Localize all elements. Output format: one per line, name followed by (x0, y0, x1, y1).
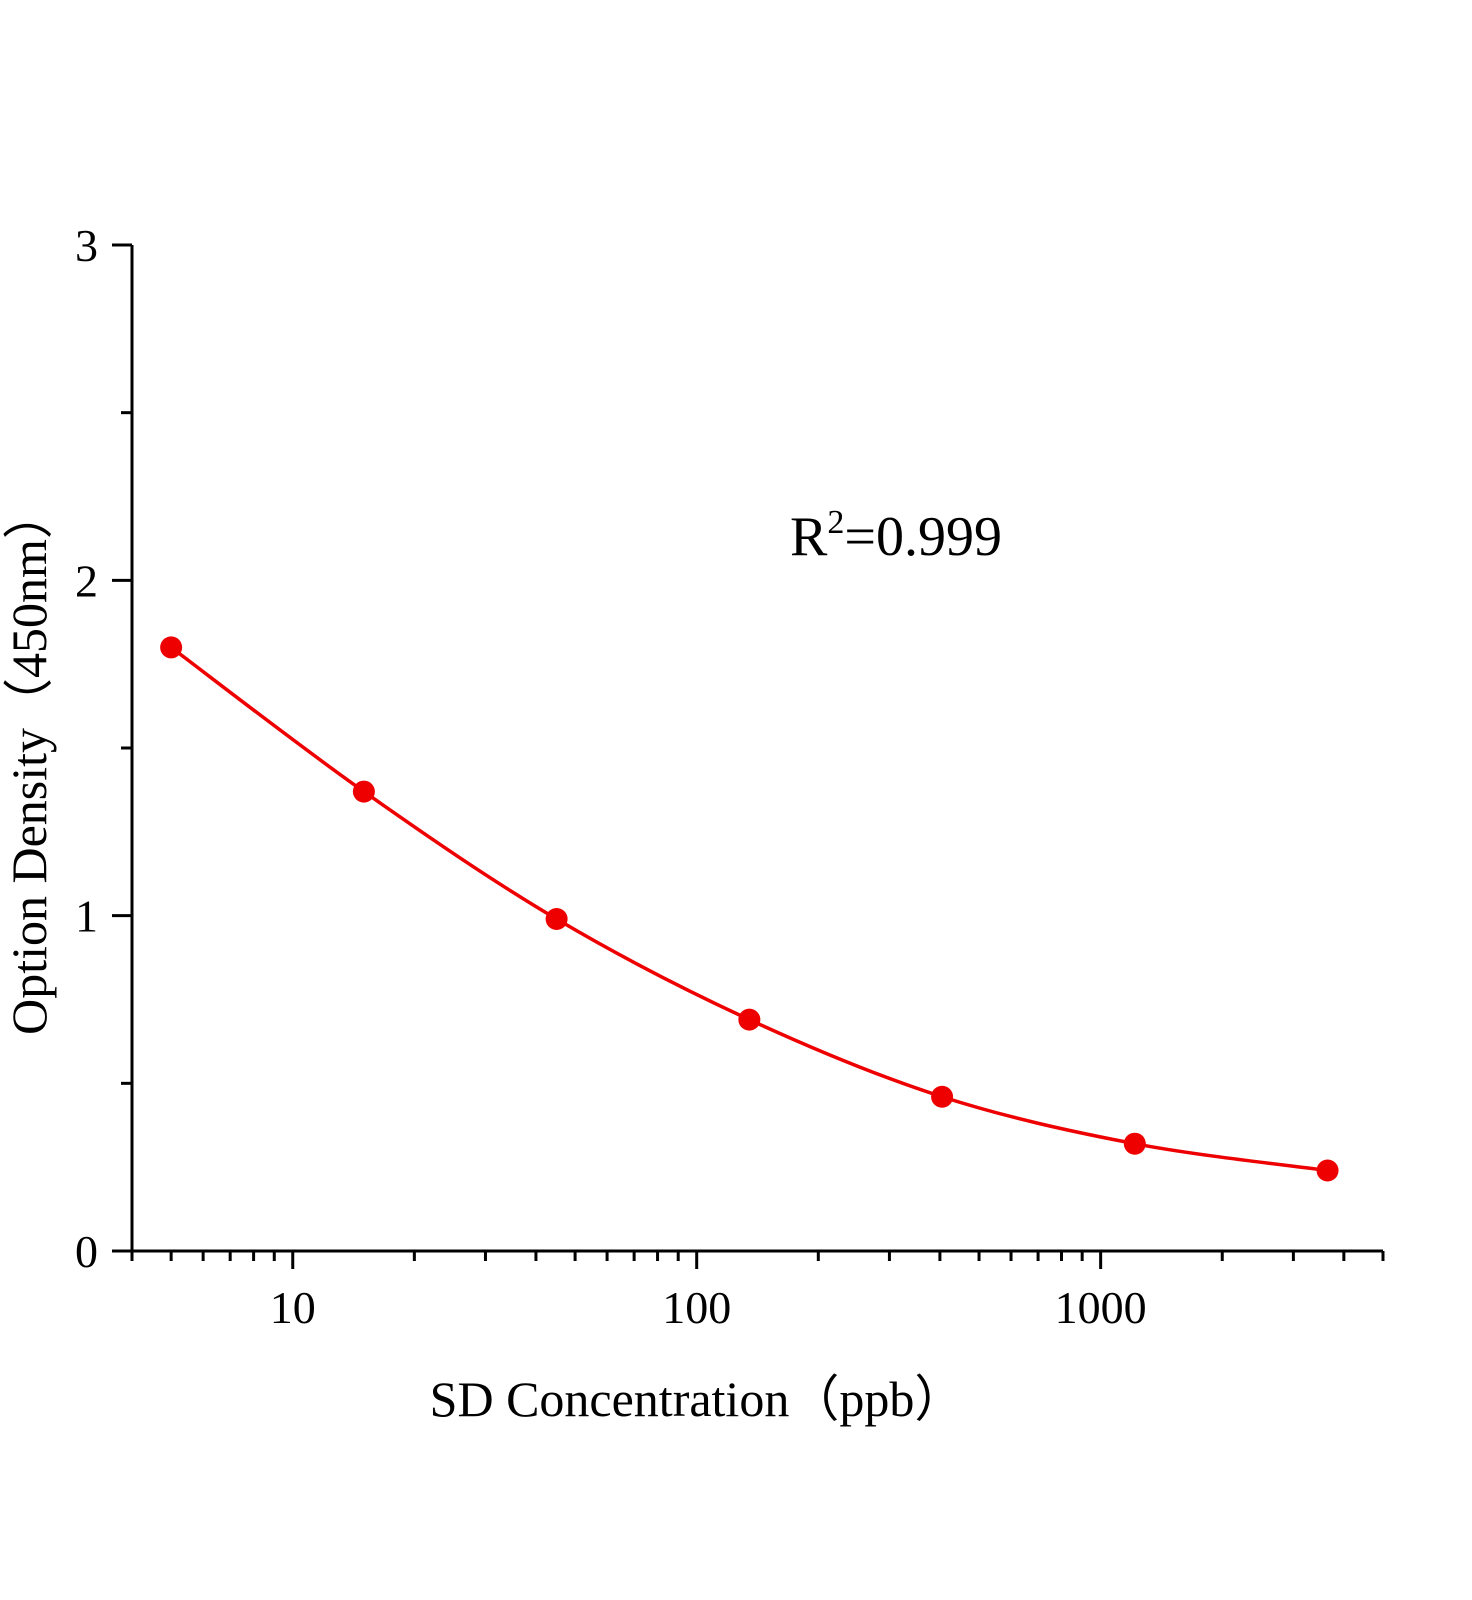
x-tick-label: 10 (270, 1282, 316, 1333)
data-point (931, 1085, 954, 1108)
y-tick-label: 3 (75, 220, 98, 271)
r-squared-annotation: R2=0.999 (790, 504, 1002, 568)
x-axis-label: SD Concentration（ppb） (430, 1371, 965, 1427)
x-tick-label: 1000 (1055, 1282, 1147, 1333)
data-point (160, 636, 183, 659)
data-point (545, 908, 568, 931)
data-point (352, 780, 375, 803)
x-tick-label: 100 (662, 1282, 731, 1333)
data-points (160, 636, 1339, 1182)
y-tick-label: 0 (75, 1226, 98, 1277)
axes (130, 245, 1383, 1253)
y-tick-label: 1 (75, 891, 98, 942)
y-tick-label: 2 (75, 555, 98, 606)
data-point (738, 1008, 761, 1031)
ticks: 10 100 1000 0 1 2 3 (75, 220, 1385, 1333)
fit-curve (170, 645, 1328, 1173)
data-point (1123, 1132, 1146, 1155)
y-axis-label: Option Density（450nm） (1, 489, 57, 1035)
data-point (1316, 1159, 1339, 1182)
